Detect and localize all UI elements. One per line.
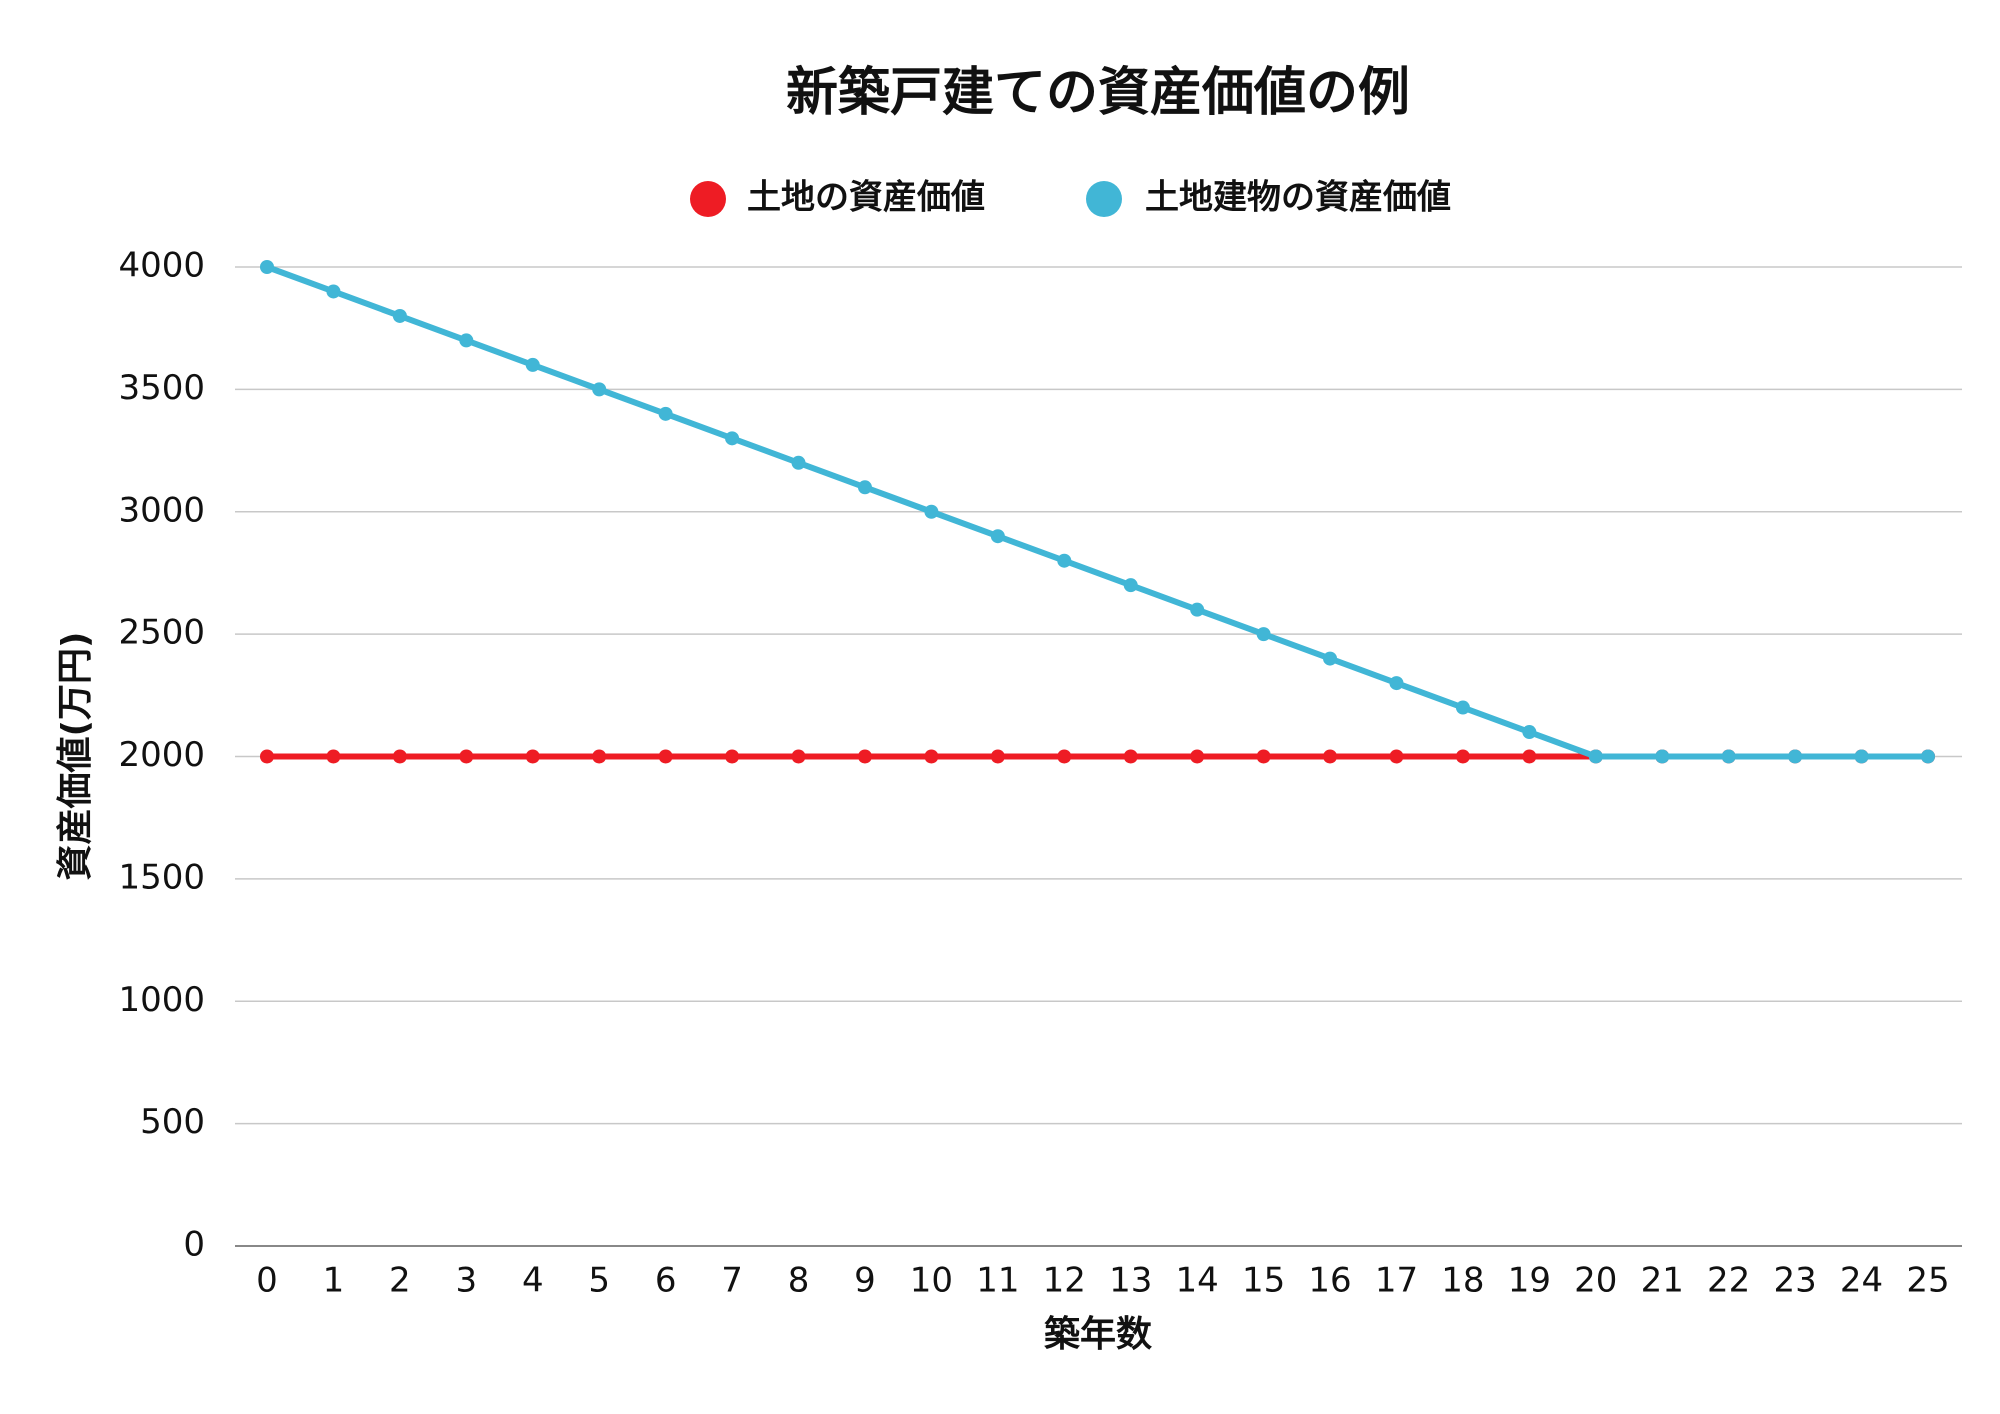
data-point [658, 749, 673, 764]
x-tick-label: 25 [1906, 1261, 1949, 1301]
legend-swatch [690, 181, 726, 217]
x-tick-label: 4 [522, 1261, 544, 1301]
data-point [1455, 700, 1470, 715]
data-point [1389, 676, 1404, 691]
data-point [791, 455, 806, 470]
data-point [857, 749, 872, 764]
data-point [857, 480, 872, 495]
x-tick-label: 18 [1441, 1261, 1484, 1301]
x-tick-label: 21 [1641, 1261, 1684, 1301]
data-point [525, 357, 540, 372]
x-tick-label: 23 [1773, 1261, 1816, 1301]
x-tick-label: 11 [976, 1261, 1019, 1301]
y-tick-label: 3500 [118, 368, 205, 408]
x-tick-label: 13 [1109, 1261, 1152, 1301]
data-point [459, 333, 474, 348]
data-point [990, 529, 1005, 544]
data-point [260, 749, 274, 764]
y-tick-label: 0 [183, 1225, 205, 1265]
chart-title: 新築戸建ての資産価値の例 [786, 63, 1410, 123]
data-point [525, 749, 540, 764]
x-tick-label: 7 [721, 1261, 743, 1301]
x-tick-label: 20 [1574, 1261, 1617, 1301]
x-tick-label: 1 [323, 1261, 345, 1301]
data-point [1323, 651, 1338, 666]
legend-label: 土地の資産価値 [747, 178, 985, 218]
data-point [392, 308, 407, 323]
y-tick-label: 4000 [118, 246, 205, 286]
data-point [1921, 749, 1935, 764]
data-point [1721, 749, 1736, 764]
x-tick-label: 0 [256, 1261, 278, 1301]
legend-label: 土地建物の資産価値 [1145, 178, 1451, 218]
x-tick-label: 10 [910, 1261, 953, 1301]
data-point [1123, 578, 1138, 593]
y-tick-label: 500 [140, 1102, 205, 1142]
data-point [1190, 749, 1205, 764]
data-point [791, 749, 806, 764]
x-tick-label: 15 [1242, 1261, 1285, 1301]
x-tick-label: 17 [1375, 1261, 1418, 1301]
data-point [725, 431, 740, 446]
data-point [1323, 749, 1338, 764]
data-point [326, 749, 341, 764]
data-point [592, 382, 607, 397]
x-tick-label: 14 [1176, 1261, 1219, 1301]
x-tick-label: 2 [389, 1261, 411, 1301]
y-tick-label: 1500 [118, 857, 205, 897]
data-point [1455, 749, 1470, 764]
y-tick-label: 2500 [118, 613, 205, 653]
x-tick-label: 8 [788, 1261, 810, 1301]
data-point [592, 749, 607, 764]
data-point [1655, 749, 1670, 764]
y-tick-label: 2000 [118, 735, 205, 775]
data-point [459, 749, 474, 764]
data-point [990, 749, 1005, 764]
data-point [260, 260, 274, 274]
data-point [326, 284, 341, 299]
data-point [1389, 749, 1404, 764]
data-point [1057, 749, 1072, 764]
data-point [1854, 749, 1869, 764]
data-point [725, 749, 740, 764]
x-axis-title: 築年数 [1044, 1314, 1152, 1355]
y-axis-title: 資産価値(万円) [55, 632, 96, 881]
data-point [924, 749, 939, 764]
data-point [1123, 749, 1138, 764]
y-tick-label: 1000 [118, 980, 205, 1020]
x-tick-label: 16 [1308, 1261, 1351, 1301]
y-tick-label: 3000 [118, 490, 205, 530]
data-point [658, 406, 673, 421]
data-point [1256, 749, 1271, 764]
legend-swatch [1086, 181, 1122, 217]
data-point [1057, 553, 1072, 568]
data-point [1588, 749, 1603, 764]
data-point [392, 749, 407, 764]
x-tick-label: 24 [1840, 1261, 1883, 1301]
data-point [1522, 749, 1537, 764]
x-tick-label: 3 [455, 1261, 477, 1301]
x-tick-label: 9 [854, 1261, 876, 1301]
data-point [1256, 627, 1271, 642]
x-tick-label: 22 [1707, 1261, 1750, 1301]
series-line [265, 264, 1928, 760]
x-tick-label: 19 [1508, 1261, 1551, 1301]
x-tick-label: 6 [655, 1261, 677, 1301]
data-point [1788, 749, 1803, 764]
x-tick-label: 5 [588, 1261, 610, 1301]
x-tick-label: 12 [1043, 1261, 1086, 1301]
data-point [924, 504, 939, 519]
data-point [1190, 602, 1205, 617]
data-point [1522, 725, 1537, 740]
